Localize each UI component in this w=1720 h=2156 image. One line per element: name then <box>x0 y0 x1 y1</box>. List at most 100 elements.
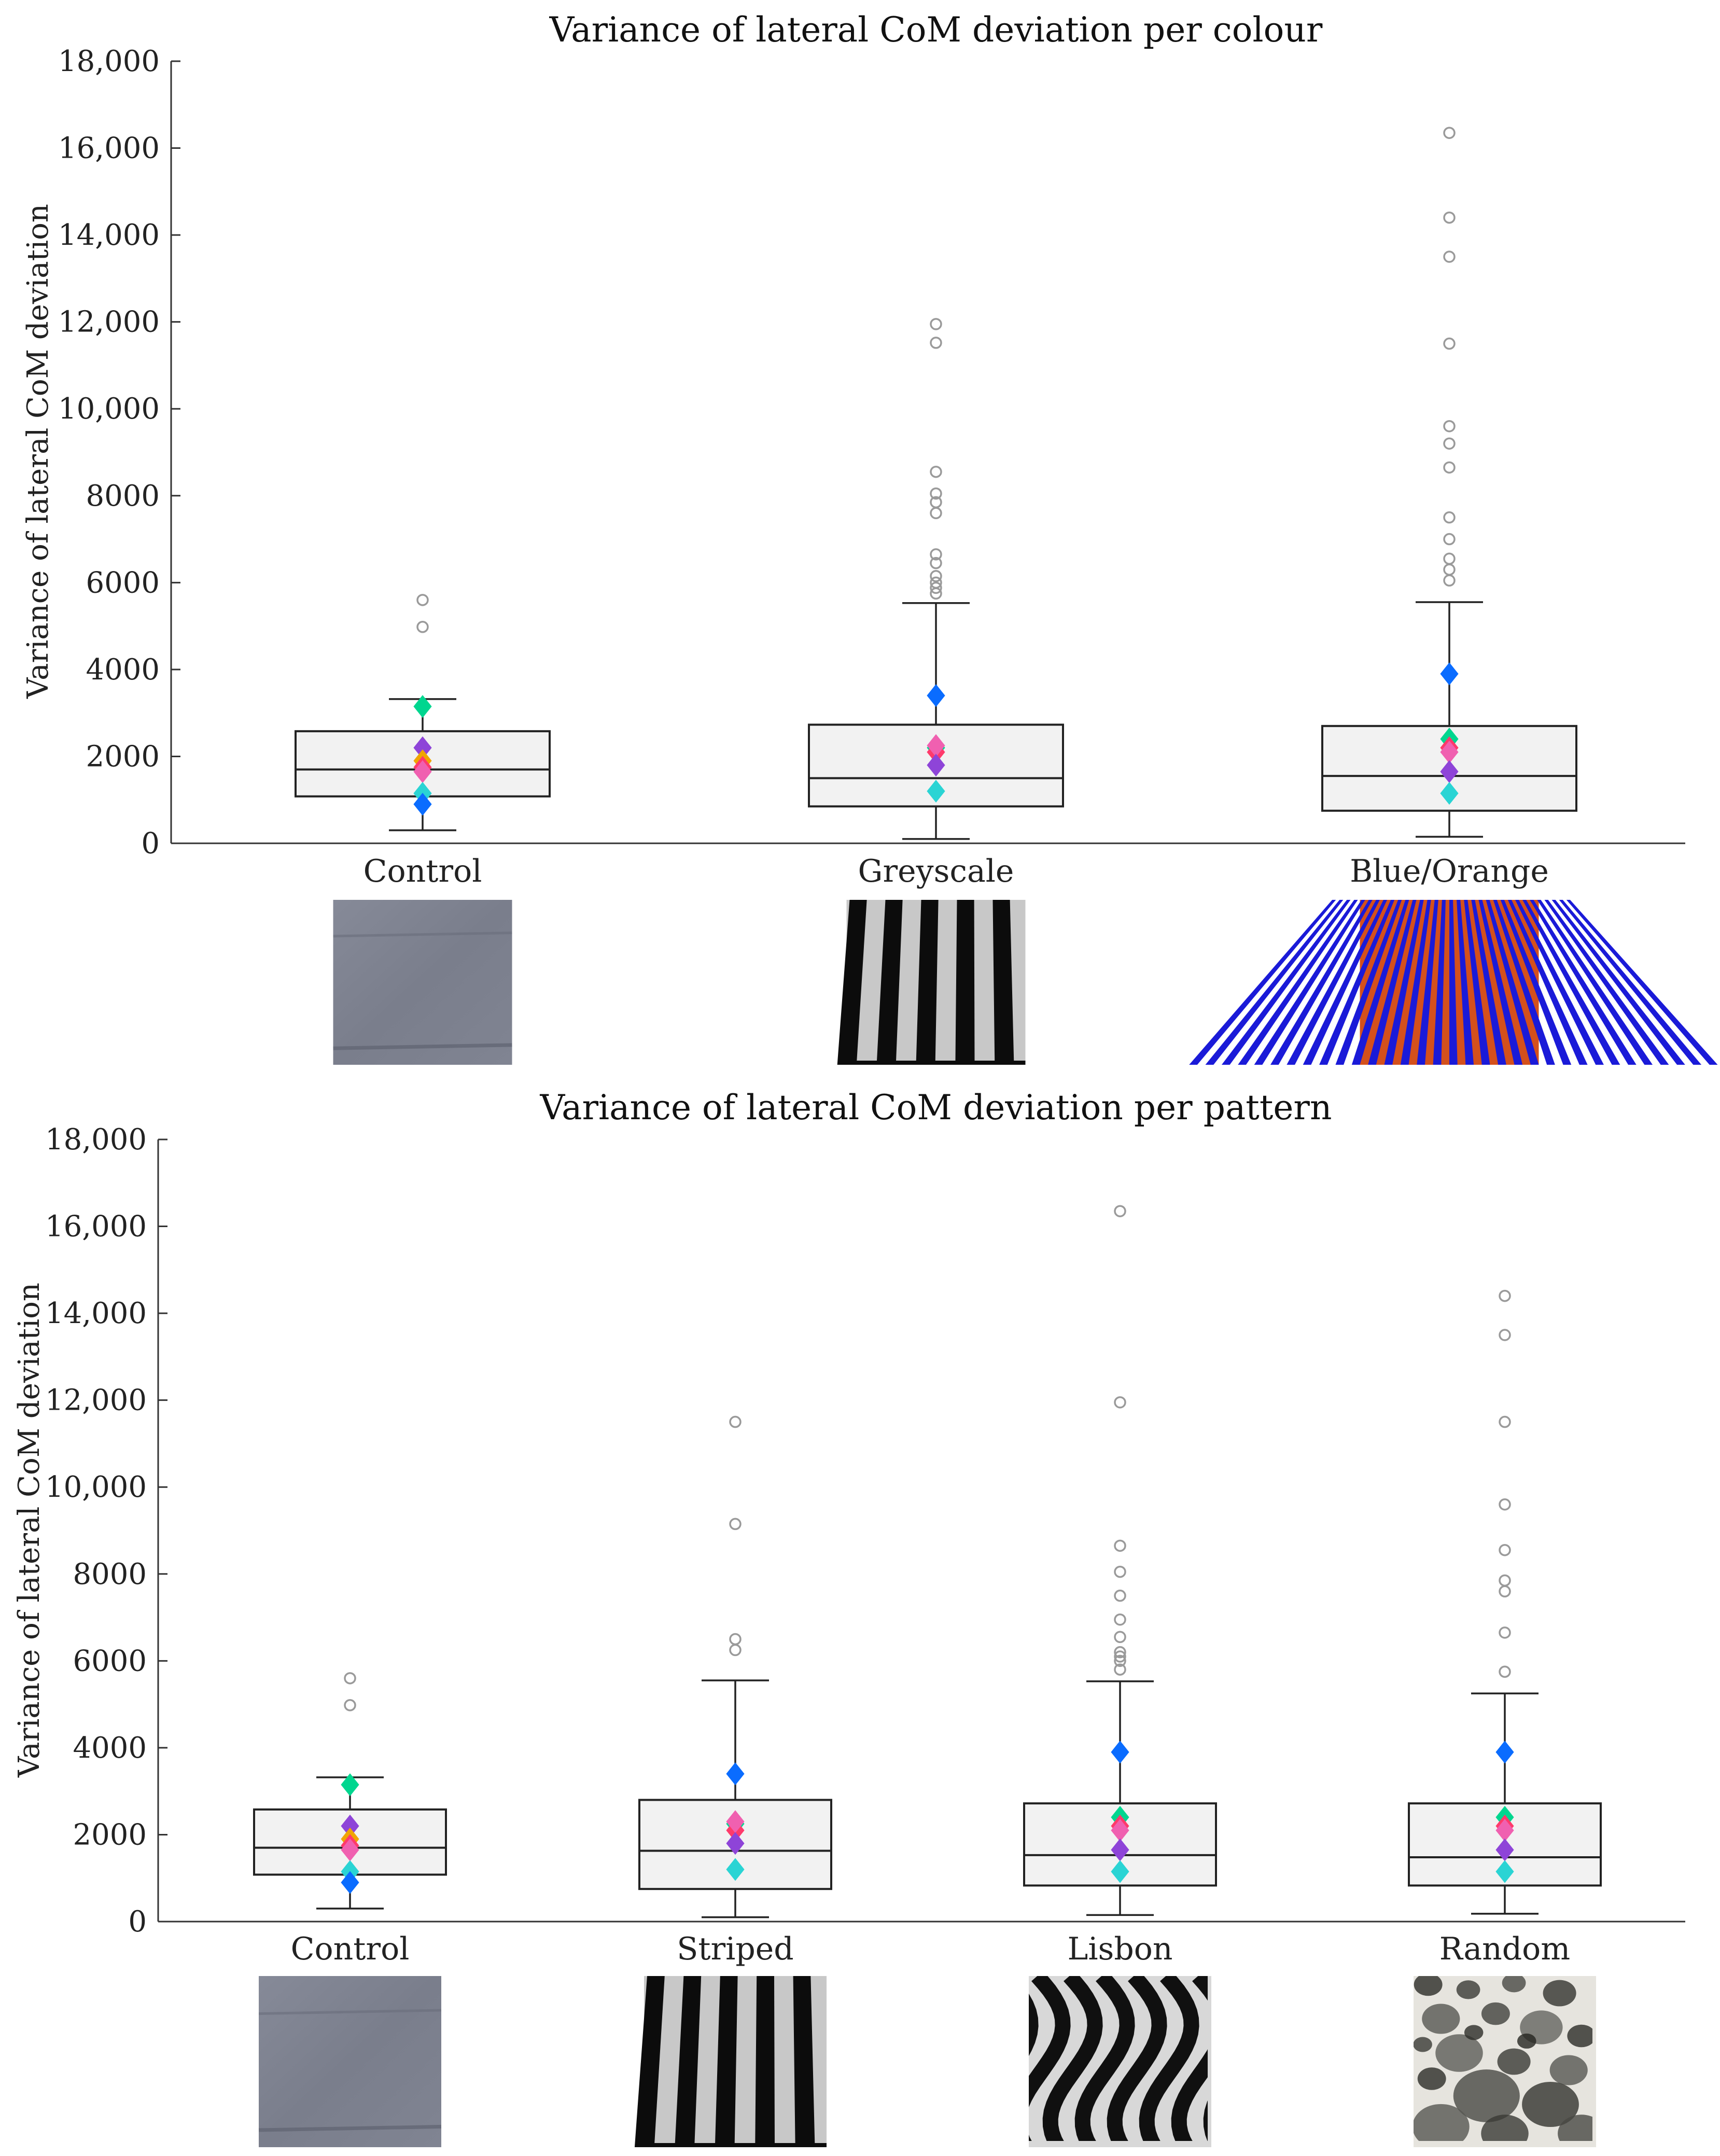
outlier-point <box>930 465 942 478</box>
outlier-point <box>930 318 942 330</box>
stripe <box>1449 900 1458 1065</box>
wave-stripe <box>1107 1976 1167 2141</box>
wave-stripe <box>1074 1976 1135 2141</box>
y-tick-label: 4000 <box>86 653 160 687</box>
outlier-point <box>930 570 942 582</box>
blob <box>1417 2067 1446 2090</box>
y-tick-label: 8000 <box>73 1557 147 1591</box>
stripe <box>634 1976 665 2147</box>
participant-marker <box>1440 741 1459 764</box>
seam-line <box>333 931 512 938</box>
blob <box>1502 1976 1526 1993</box>
outlier-point <box>1499 1585 1511 1598</box>
outlier-point <box>729 1644 742 1657</box>
stripe <box>1189 900 1336 1065</box>
participant-marker <box>341 1814 359 1838</box>
outlier-point <box>930 548 942 561</box>
outlier-point <box>1114 1663 1126 1676</box>
stripe <box>1351 900 1409 1065</box>
stripe <box>1221 900 1351 1065</box>
category-label: Random <box>1439 1931 1570 1967</box>
outlier-point <box>930 587 942 600</box>
stripe <box>1522 900 1620 1065</box>
category-label: Lisbon <box>1068 1931 1173 1967</box>
chart-title: Variance of lateral CoM deviation per pa… <box>540 1088 1332 1128</box>
participant-marker <box>927 754 945 777</box>
stripe <box>1433 900 1446 1065</box>
stripe <box>755 1976 775 2147</box>
outlier-point <box>1499 1329 1511 1341</box>
stripe <box>1384 900 1424 1065</box>
blob <box>1414 2104 1470 2141</box>
swatch-edge <box>846 1061 1026 1065</box>
outlier-point <box>1114 1205 1126 1217</box>
wave-stripe <box>954 1976 999 2147</box>
participant-marker <box>413 760 432 783</box>
outlier-point <box>1114 1589 1126 1602</box>
stripe <box>1544 900 1669 1065</box>
y-tick-label: 14,000 <box>45 1297 147 1330</box>
y-tick-label: 4000 <box>73 1731 147 1765</box>
blob <box>1497 2048 1531 2075</box>
random-blobs-swatch <box>1414 1976 1596 2147</box>
y-tick-label: 14,000 <box>58 218 160 252</box>
plot-area <box>171 127 1685 844</box>
y-axis: 0 2000 4000 6000 8000 10,000 12,000 14,000 16,00… <box>45 1123 167 1939</box>
stripe <box>1417 900 1438 1065</box>
stripe <box>1566 900 1718 1065</box>
chart-title: Variance of lateral CoM deviation per co… <box>549 10 1323 50</box>
x-axis-categories: Control Greyscale Blue/Orange <box>363 853 1549 889</box>
outlier-point <box>1443 211 1456 224</box>
outlier-point <box>930 557 942 569</box>
wave-stripe <box>1042 1976 1103 2141</box>
outlier-point <box>930 507 942 520</box>
outlier-point <box>1114 1631 1126 1644</box>
participant-marker <box>413 736 432 759</box>
outlier-point <box>1499 1498 1511 1511</box>
plain-grey-swatch <box>258 1976 442 2147</box>
stripe <box>1270 900 1373 1065</box>
chart-panel-colour: Variance of lateral CoM deviation per co… <box>21 10 1718 1065</box>
stripe <box>1551 900 1685 1065</box>
outlier-point <box>344 1672 356 1685</box>
stripe <box>715 1976 738 2147</box>
outlier-point <box>930 487 942 500</box>
blob <box>1543 1980 1576 2007</box>
category-label: Control <box>291 1931 410 1967</box>
stripe <box>1464 900 1490 1065</box>
outlier-point <box>1499 1665 1511 1678</box>
participant-marker <box>1111 1838 1129 1861</box>
stripe <box>837 900 867 1065</box>
participant-marker <box>413 792 432 816</box>
box-lisbon <box>1023 1205 1217 1916</box>
category-label: Striped <box>677 1931 793 1967</box>
stripe <box>1507 900 1588 1065</box>
blob <box>1517 2033 1536 2049</box>
stripe <box>1286 900 1380 1065</box>
stripe <box>1478 900 1523 1065</box>
x-axis-categories: Control Striped Lisbon Random <box>291 1931 1571 1967</box>
outlier-point <box>1443 337 1456 350</box>
wavy-stripes-swatch <box>954 1976 1211 2147</box>
participant-marker <box>341 1838 359 1861</box>
wave-stripe <box>1029 1976 1071 2141</box>
wave-stripe <box>1139 1976 1199 2141</box>
outlier-point <box>1499 1415 1511 1428</box>
plot-area <box>158 1205 1685 1923</box>
stripe <box>1303 900 1388 1065</box>
stripe <box>1335 900 1402 1065</box>
blob <box>1549 2055 1588 2085</box>
plain-grey-swatch <box>333 900 512 1065</box>
outlier-point <box>729 1633 742 1646</box>
bw-stripes-swatch <box>837 900 1026 1065</box>
y-axis-label: Variance of lateral CoM deviation <box>21 204 55 699</box>
y-tick-label: 2000 <box>73 1818 147 1852</box>
stripe <box>1515 900 1604 1065</box>
category-label: Control <box>363 853 482 889</box>
swatch-edge <box>644 2143 827 2147</box>
outlier-point <box>1443 552 1456 565</box>
participant-marker <box>1440 782 1459 805</box>
chart-panel-pattern: Variance of lateral CoM deviation per pa… <box>12 1088 1685 2147</box>
box-striped <box>638 1415 832 1918</box>
